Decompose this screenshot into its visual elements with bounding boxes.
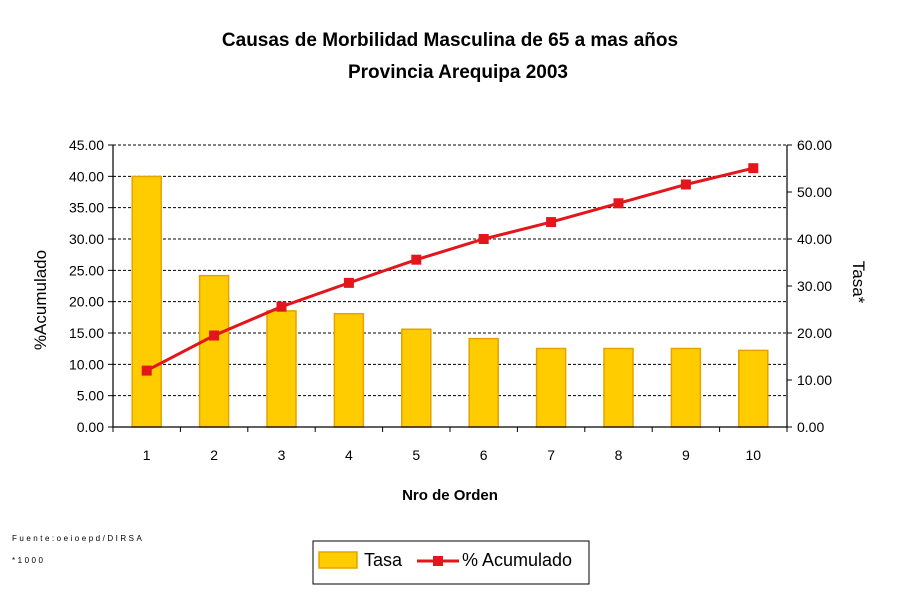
bar-tasa-5 [401,328,432,428]
y-tick-label-left: 15.00 [69,325,104,341]
line-series [141,163,759,376]
y-tick-label-right: 50.00 [797,184,832,200]
bar-tasa-6 [468,337,499,428]
y-tick-label-left: 40.00 [69,168,104,184]
y-axis-right-label: Tasa* [849,261,868,304]
legend: Tasa % Acumulado [312,540,590,585]
axes [108,144,792,432]
x-tick-label: 8 [615,447,623,463]
x-axis-label: Nro de Orden [402,487,498,504]
y-tick-label-left: 30.00 [69,231,104,247]
point-acumulado-5 [411,254,422,265]
y-tick-label-right: 40.00 [797,231,832,247]
y-tick-label-left: 0.00 [77,419,104,435]
tick-labels: 0.005.0010.0015.0020.0025.0030.0035.0040… [69,137,832,463]
bar-tasa-1 [131,175,162,428]
footnote: *1000 [12,556,45,565]
point-acumulado-7 [546,217,557,228]
line-acumulado [146,166,754,372]
y-tick-label-right: 30.00 [797,278,832,294]
y-tick-label-left: 20.00 [69,294,104,310]
bar-tasa-7 [535,347,567,428]
y-tick-label-right: 0.00 [797,419,824,435]
x-tick-label: 6 [480,447,488,463]
y-tick-label-right: 60.00 [797,137,832,153]
y-tick-label-left: 10.00 [69,356,104,372]
bar-tasa-4 [333,312,365,428]
y-tick-label-right: 20.00 [797,325,832,341]
legend-swatch-acumulado-marker [433,556,443,566]
bar-series [131,175,769,428]
x-tick-label: 1 [143,447,151,463]
source-note: Fuente:oeioepd/DIRSA [12,534,144,543]
y-tick-label-right: 10.00 [797,372,832,388]
x-tick-label: 2 [210,447,218,463]
bar-tasa-9 [670,347,702,428]
point-acumulado-6 [478,234,489,244]
point-acumulado-4 [343,277,354,288]
bar-tasa-2 [198,274,230,428]
x-tick-label: 3 [278,447,286,463]
y-axis-left-label: %Acumulado [31,250,50,350]
y-tick-label-left: 45.00 [69,137,104,153]
point-acumulado-8 [613,198,624,209]
x-tick-label: 4 [345,447,353,463]
legend-swatch-tasa [318,551,358,569]
x-tick-label: 7 [547,447,555,463]
chart-title: Causas de Morbilidad Masculina de 65 a m… [222,30,678,51]
bar-tasa-10 [738,349,769,428]
x-tick-label: 9 [682,447,690,463]
legend-label-acumulado: % Acumulado [462,550,572,570]
y-tick-label-left: 25.00 [69,262,104,278]
point-acumulado-10 [748,163,759,174]
y-tick-label-left: 35.00 [69,200,104,216]
chart-subtitle: Provincia Arequipa 2003 [348,62,568,83]
point-acumulado-1 [141,365,152,376]
bar-tasa-3 [266,310,297,428]
x-tick-label: 5 [412,447,420,463]
x-tick-label: 10 [746,447,762,463]
point-acumulado-3 [276,301,287,312]
legend-label-tasa: Tasa [364,550,403,570]
bar-tasa-8 [603,347,634,428]
point-acumulado-2 [209,330,220,341]
point-acumulado-9 [680,179,691,190]
y-tick-label-left: 5.00 [77,388,104,404]
